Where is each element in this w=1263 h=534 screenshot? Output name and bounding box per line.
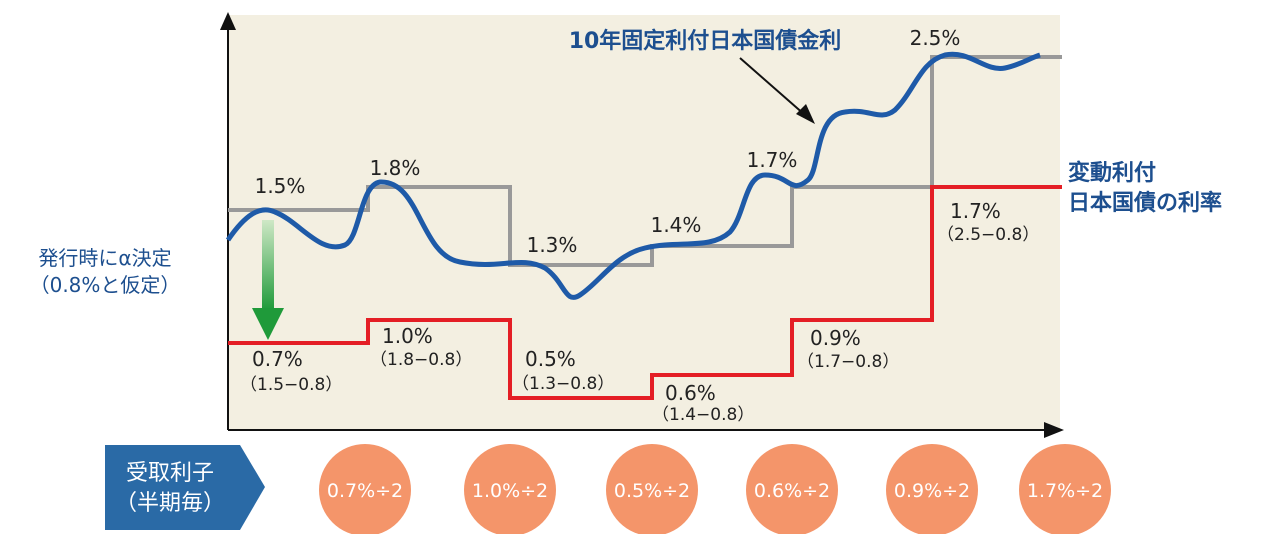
floating-rate: 0.9%: [810, 326, 861, 350]
callout-line: [739, 57, 806, 116]
coupon-circle: [886, 444, 978, 534]
alpha-note: 発行時にα決定: [38, 246, 171, 270]
plot-area: [228, 15, 1060, 430]
floating-rate: 1.7%: [950, 199, 1001, 223]
coupon-circle: [319, 444, 411, 534]
coupon-label: 1.7%÷2: [1027, 480, 1103, 502]
floating-formula: （2.5−0.8）: [937, 225, 1039, 245]
fixed-rate-curve: [225, 51, 1041, 300]
floating-label: 日本国債の利率: [1068, 190, 1222, 216]
coupon-circle: [1019, 444, 1111, 534]
fixed-rate: 1.7%: [747, 148, 798, 172]
floating-step-line: [228, 185, 1062, 400]
fixed-rate: 1.3%: [527, 233, 578, 257]
fixed-rate: 1.5%: [255, 174, 306, 198]
y-axis-arrow: [220, 12, 236, 30]
coupon-label: 0.5%÷2: [614, 480, 690, 502]
floating-rate: 0.6%: [665, 381, 716, 405]
callout-arrow: [796, 104, 815, 124]
floating-label: 変動利付: [1068, 160, 1156, 186]
floating-formula: （1.7−0.8）: [797, 352, 899, 372]
fixed-rate: 1.8%: [370, 156, 421, 180]
receipt-label: 受取利子: [126, 461, 214, 486]
fixed-rate: 2.5%: [910, 26, 961, 50]
coupon-label: 0.9%÷2: [894, 480, 970, 502]
floating-rate: 0.5%: [525, 347, 576, 371]
coupon-circle: [464, 444, 556, 534]
green-arrow-head: [252, 308, 284, 340]
floating-formula: （1.8−0.8）: [370, 350, 472, 370]
floating-formula: （1.3−0.8）: [512, 374, 614, 394]
coupons: 0.7%÷2 1.0%÷2 0.5%÷2 0.6%÷2 0.9%÷2 1.7%÷2: [319, 444, 1111, 534]
receipt-arrow: [105, 445, 265, 530]
coupon-circle: [606, 444, 698, 534]
alpha-note: （0.8%と仮定）: [30, 273, 181, 297]
floating-formula: （1.4−0.8）: [652, 405, 754, 425]
x-axis-arrow: [1044, 422, 1064, 438]
floating-rate: 0.7%: [252, 347, 303, 371]
curve-label: 10年固定利付日本国債金利: [569, 28, 842, 54]
floating-rate: 1.0%: [382, 324, 433, 348]
green-arrow-shaft: [262, 220, 274, 310]
coupon-label: 1.0%÷2: [472, 480, 548, 502]
coupon-circle: [746, 444, 838, 534]
coupon-label: 0.6%÷2: [754, 480, 830, 502]
receipt-label: （半期毎）: [115, 491, 225, 516]
fixed-rate: 1.4%: [651, 213, 702, 237]
coupon-label: 0.7%÷2: [327, 480, 403, 502]
floating-formula: （1.5−0.8）: [240, 375, 342, 395]
